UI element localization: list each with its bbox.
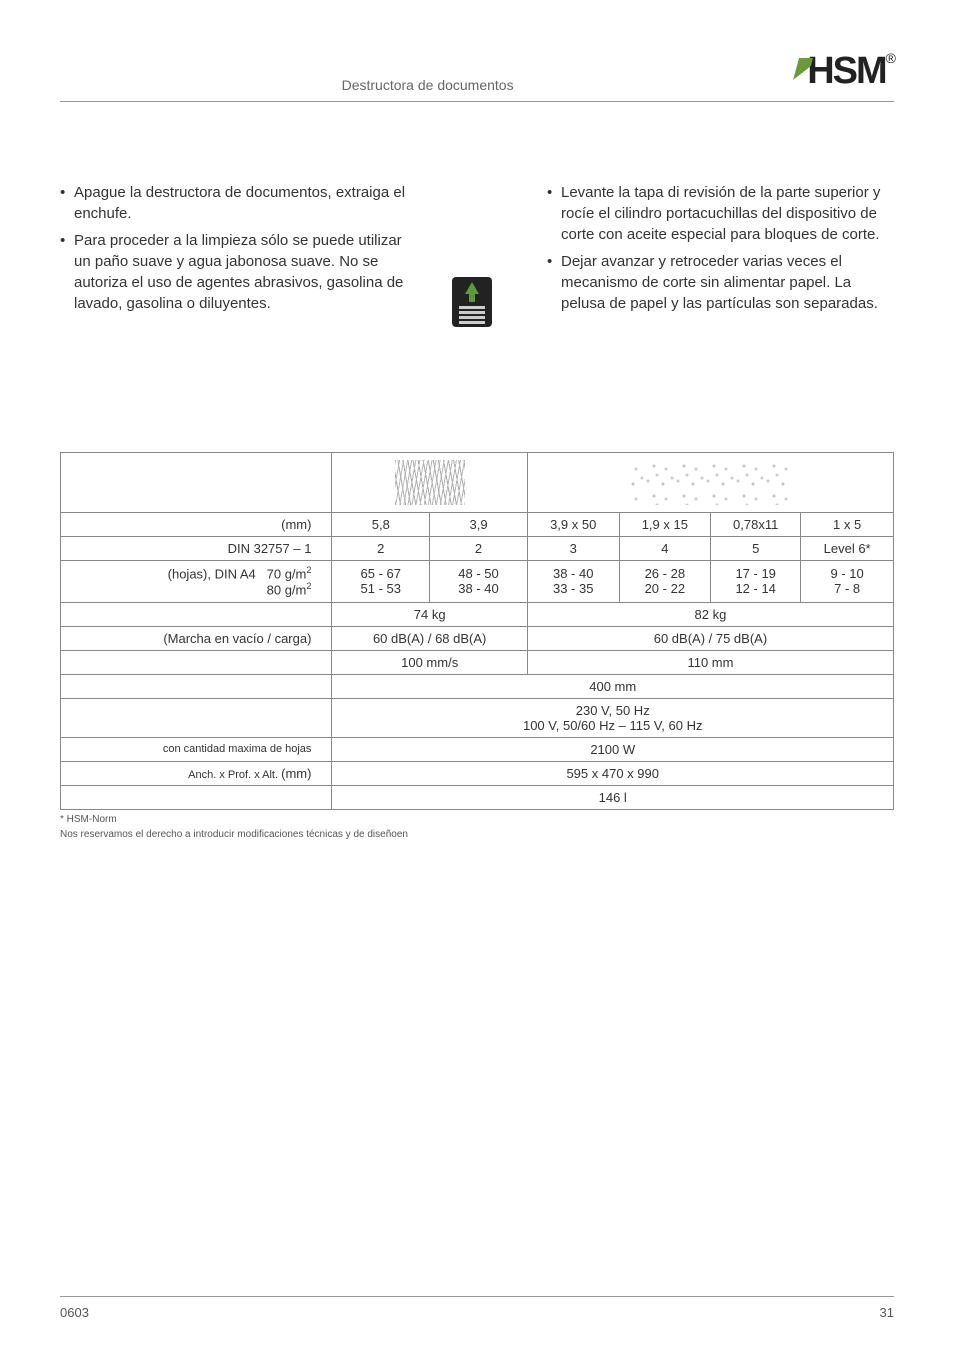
cell: 82 kg — [527, 602, 893, 626]
table-row: 400 mm — [61, 674, 894, 698]
table-row: DIN 32757 – 1 2 2 3 4 5 Level 6* — [61, 537, 894, 561]
cross-cut-icon — [527, 453, 893, 513]
cell: 595 x 470 x 990 — [332, 761, 894, 785]
row-label — [61, 674, 332, 698]
cell: 5,8 — [332, 513, 430, 537]
right-column: Levante la tapa di revisión de la parte … — [547, 182, 894, 332]
footer-left: 0603 — [60, 1305, 89, 1320]
cell: 110 mm — [527, 650, 893, 674]
cell: 400 mm — [332, 674, 894, 698]
page-footer: 0603 31 — [60, 1296, 894, 1320]
row-label — [61, 650, 332, 674]
cell: 100 mm/s — [332, 650, 527, 674]
cell: 60 dB(A) / 75 dB(A) — [527, 626, 893, 650]
cell: 2 — [332, 537, 430, 561]
cell: 4 — [619, 537, 711, 561]
list-item: Dejar avanzar y retroceder varias veces … — [547, 251, 894, 314]
cell: 3,9 — [430, 513, 528, 537]
specs-table: (mm) 5,8 3,9 3,9 x 50 1,9 x 15 0,78x11 1… — [60, 452, 894, 810]
table-row: 146 l — [61, 785, 894, 809]
cell: 2 — [430, 537, 528, 561]
registered-icon: ® — [886, 50, 894, 66]
cell: 1 x 5 — [801, 513, 894, 537]
cell: 146 l — [332, 785, 894, 809]
list-item: Levante la tapa di revisión de la parte … — [547, 182, 894, 245]
row-label — [61, 785, 332, 809]
cell: 3 — [527, 537, 619, 561]
empty-cell — [61, 453, 332, 513]
oil-bottle-icon — [447, 272, 497, 332]
cell: 60 dB(A) / 68 dB(A) — [332, 626, 527, 650]
table-row: 74 kg 82 kg — [61, 602, 894, 626]
footer-right: 31 — [880, 1305, 894, 1320]
cell: 65 - 6751 - 53 — [332, 561, 430, 603]
left-instruction-list: Apague la destructora de documentos, ext… — [60, 182, 407, 314]
footnote: * HSM-Norm — [60, 814, 894, 825]
cell: 5 — [711, 537, 801, 561]
cell: 26 - 2820 - 22 — [619, 561, 711, 603]
table-row: con cantidad maxima de hojas 2100 W — [61, 737, 894, 761]
list-item: Apague la destructora de documentos, ext… — [60, 182, 407, 224]
brand-text: HSM — [807, 50, 885, 92]
header-title: Destructora de documentos — [60, 77, 795, 93]
cell: 1,9 x 15 — [619, 513, 711, 537]
table-row: (hojas), DIN A4 70 g/m280 g/m2 65 - 6751… — [61, 561, 894, 603]
page-header: Destructora de documentos HSM® — [60, 50, 894, 102]
row-label — [61, 602, 332, 626]
list-item: Para proceder a la limpieza sólo se pued… — [60, 230, 407, 314]
row-label — [61, 698, 332, 737]
table-row: 100 mm/s 110 mm — [61, 650, 894, 674]
table-row: (Marcha en vacío / carga) 60 dB(A) / 68 … — [61, 626, 894, 650]
cell: 48 - 5038 - 40 — [430, 561, 528, 603]
footnote: Nos reservamos el derecho a introducir m… — [60, 829, 894, 840]
strip-cut-icon — [332, 453, 527, 513]
table-row: 230 V, 50 Hz100 V, 50/60 Hz – 115 V, 60 … — [61, 698, 894, 737]
cell: 17 - 1912 - 14 — [711, 561, 801, 603]
left-column: Apague la destructora de documentos, ext… — [60, 182, 407, 332]
right-instruction-list: Levante la tapa di revisión de la parte … — [547, 182, 894, 314]
instruction-columns: Apague la destructora de documentos, ext… — [60, 182, 894, 332]
row-label: con cantidad maxima de hojas — [61, 737, 332, 761]
cell: 74 kg — [332, 602, 527, 626]
table-row: Anch. x Prof. x Alt. (mm) 595 x 470 x 99… — [61, 761, 894, 785]
row-label: (hojas), DIN A4 70 g/m280 g/m2 — [61, 561, 332, 603]
cell: 38 - 4033 - 35 — [527, 561, 619, 603]
row-label: (Marcha en vacío / carga) — [61, 626, 332, 650]
cell: 230 V, 50 Hz100 V, 50/60 Hz – 115 V, 60 … — [332, 698, 894, 737]
row-label: (mm) — [61, 513, 332, 537]
cell: Level 6* — [801, 537, 894, 561]
cell: 3,9 x 50 — [527, 513, 619, 537]
cell: 2100 W — [332, 737, 894, 761]
cell: 9 - 107 - 8 — [801, 561, 894, 603]
row-label: Anch. x Prof. x Alt. (mm) — [61, 761, 332, 785]
icon-column — [447, 182, 507, 332]
cell: 0,78x11 — [711, 513, 801, 537]
brand-logo: HSM® — [795, 50, 894, 93]
table-row: (mm) 5,8 3,9 3,9 x 50 1,9 x 15 0,78x11 1… — [61, 513, 894, 537]
row-label: DIN 32757 – 1 — [61, 537, 332, 561]
table-row — [61, 453, 894, 513]
